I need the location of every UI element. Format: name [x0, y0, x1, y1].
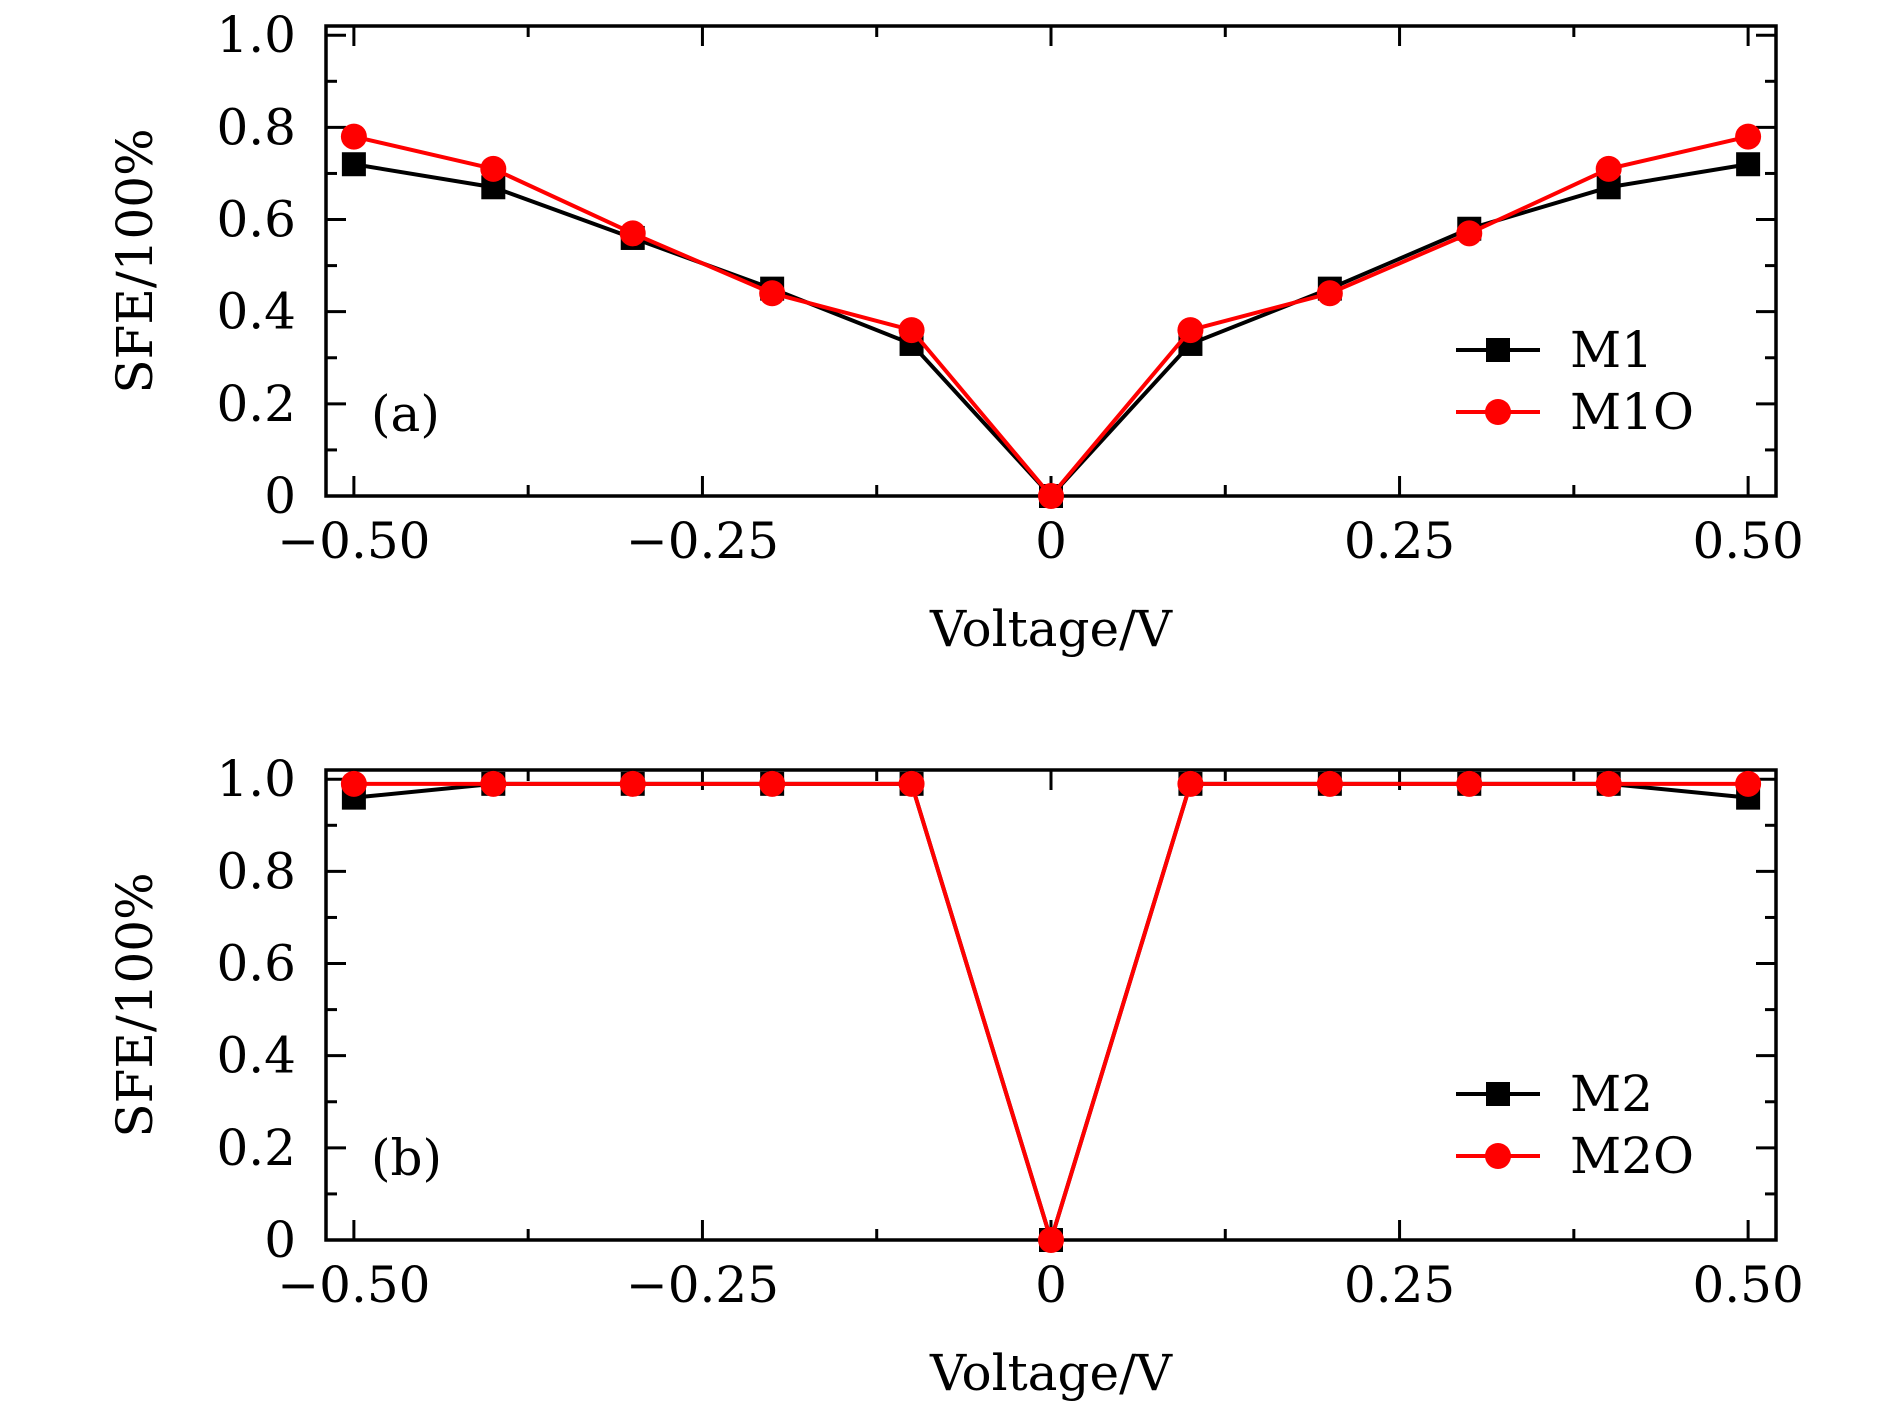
y-tick-label: 1.0 [216, 750, 296, 808]
data-point-M2O [898, 770, 925, 797]
data-point-M1O [1595, 155, 1622, 182]
data-point-M1O [1456, 220, 1483, 247]
data-point-M1O [619, 220, 646, 247]
legend-marker [1485, 1143, 1511, 1169]
y-tick-label: 0 [264, 467, 296, 525]
data-point-M2O [340, 770, 367, 797]
data-point-M1O [1038, 483, 1064, 509]
x-tick-label: 0 [1035, 512, 1067, 570]
y-axis-title: SFE/100% [106, 872, 164, 1137]
y-tick-label: 0.6 [216, 935, 296, 993]
data-point-M2O [1456, 770, 1483, 797]
series-line-M1O [353, 134, 1749, 498]
legend-label: M2O [1570, 1127, 1694, 1185]
data-point-M2O [1316, 770, 1343, 797]
series-line-M1 [353, 162, 1749, 498]
plot-frame [324, 768, 1778, 1242]
data-point-M2O [619, 770, 646, 797]
data-point-M2O [1735, 770, 1762, 797]
panel-b: −0.50 −0.25 0 0.25 0.50 0 0.2 0.4 0.6 0.8 1.0 Volta… [106, 750, 1804, 1402]
data-point-M2O [480, 770, 507, 797]
y-tick-label: 0.2 [216, 1119, 296, 1177]
legend-label: M1 [1570, 321, 1653, 379]
series-line-M2 [353, 781, 1749, 1242]
y-tick-label: 0 [264, 1211, 296, 1269]
y-tick-label: 0.6 [216, 191, 296, 249]
y-tick-label: 1.0 [216, 6, 296, 64]
data-point-M1O [340, 123, 367, 150]
legend-label: M2 [1570, 1065, 1653, 1123]
legend-label: M1O [1570, 383, 1694, 441]
x-tick-label: 0.50 [1692, 1256, 1803, 1314]
legend-marker [1486, 1082, 1510, 1106]
x-tick-label: 0.25 [1344, 512, 1455, 570]
data-point-M1 [341, 152, 366, 177]
data-point-M2O [1177, 770, 1204, 797]
x-tick-label: 0 [1035, 1256, 1067, 1314]
data-point-M1O [1316, 280, 1343, 307]
panel-label: (a) [371, 385, 440, 443]
data-point-M2O [1038, 1227, 1064, 1253]
x-axis-title: Voltage/V [929, 600, 1173, 658]
y-tick-label: 0.2 [216, 375, 296, 433]
y-tick-label: 0.8 [216, 842, 296, 900]
data-point-M1O [759, 280, 786, 307]
legend-marker [1486, 338, 1510, 362]
x-tick-label: 0.50 [1692, 512, 1803, 570]
plot-frame [324, 24, 1778, 498]
x-tick-label: 0.25 [1344, 1256, 1455, 1314]
y-tick-label: 0.4 [216, 283, 296, 341]
data-point-M1 [1736, 152, 1761, 177]
data-point-M2O [1595, 770, 1622, 797]
y-tick-label: 0.8 [216, 98, 296, 156]
data-point-M1O [898, 317, 925, 344]
data-point-M1O [480, 155, 507, 182]
x-tick-label: −0.50 [277, 1256, 430, 1314]
x-tick-label: −0.25 [626, 512, 779, 570]
x-tick-label: −0.50 [277, 512, 430, 570]
panel-a: −0.50 −0.25 0 0.25 0.50 0 0.2 0.4 0.6 0.8 1.0 Volta… [106, 6, 1804, 658]
series-line-M2O [353, 781, 1749, 1242]
data-point-M2O [759, 770, 786, 797]
x-axis-title: Voltage/V [929, 1344, 1173, 1402]
x-tick-label: −0.25 [626, 1256, 779, 1314]
y-axis-title: SFE/100% [106, 128, 164, 393]
data-point-M1O [1735, 123, 1762, 150]
panel-label: (b) [371, 1129, 442, 1187]
y-tick-label: 0.4 [216, 1027, 296, 1085]
legend-marker [1485, 399, 1511, 425]
data-point-M1O [1177, 317, 1204, 344]
